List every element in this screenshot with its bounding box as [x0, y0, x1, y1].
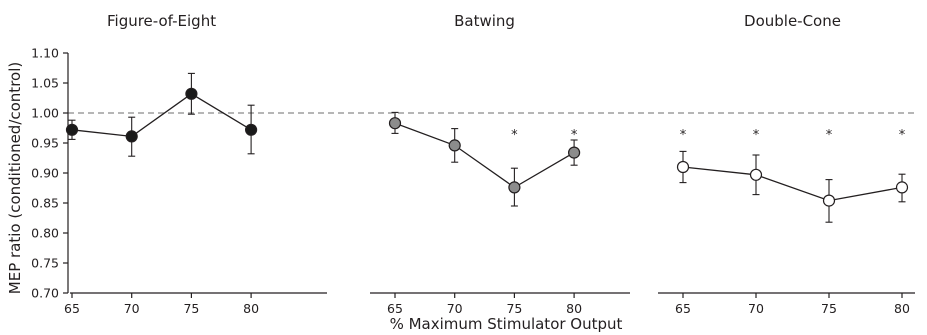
- panel-1-series-line: [71, 93, 252, 138]
- panel-2-point-2: [508, 181, 521, 194]
- panel-3-x-tick-label-2: 75: [821, 301, 837, 316]
- y-tick-label-5: 0.95: [31, 136, 59, 151]
- panel-3-x-tick-label-1: 70: [748, 301, 764, 316]
- panel-3-significance-0: *: [680, 128, 687, 143]
- panel-3-point-1: [749, 168, 763, 181]
- y-tick-label-4: 0.90: [31, 166, 59, 181]
- panel-2-x-tick-label-3: 80: [566, 301, 582, 316]
- y-tick-label-0: 0.70: [31, 286, 59, 301]
- panel-2-x-tick-label-1: 70: [447, 301, 463, 316]
- panel-1-x-tick-label-0: 65: [64, 301, 80, 316]
- panel-3-point-3: [895, 181, 909, 194]
- y-tick-label-8: 1.10: [31, 46, 59, 61]
- y-tick-label-1: 0.75: [31, 256, 59, 271]
- y-tick-label-2: 0.80: [31, 226, 59, 241]
- panel-1-x-tick-label-1: 70: [124, 301, 140, 316]
- panel-1-point-0: [65, 123, 79, 136]
- panel-3-x-tick-label-3: 80: [894, 301, 910, 316]
- panel-3-point-2: [822, 194, 836, 207]
- panel-2-significance-3: *: [571, 128, 578, 143]
- y-tick-label-7: 1.05: [31, 76, 59, 91]
- panel-3-point-0: [676, 160, 690, 174]
- panel-2-x-tick-label-2: 75: [506, 301, 522, 316]
- panel-3-significance-3: *: [899, 128, 906, 143]
- y-axis-title: MEP ratio (conditioned/control): [6, 62, 24, 294]
- panel-3-title: Double-Cone: [744, 12, 841, 30]
- panel-1-title: Figure-of-Eight: [107, 12, 216, 30]
- panel-3-series-line: [682, 166, 903, 202]
- x-axis-title: % Maximum Stimulator Output: [390, 315, 623, 333]
- panel-1-point-3: [245, 123, 258, 136]
- panel-2-point-0: [388, 117, 402, 130]
- panel-1-point-1: [125, 130, 138, 143]
- panel-1-x-tick-label-2: 75: [183, 301, 199, 316]
- panel-2-series-line: [394, 122, 575, 189]
- plot-area: 0.70 0.75 0.80 0.85 0.90 0.95 1.00 1.05 1.10 65 70…: [31, 12, 915, 316]
- panel-2-point-3: [567, 146, 581, 159]
- panel-2-significance-2: *: [511, 128, 518, 143]
- panel-2-point-1: [448, 139, 461, 152]
- panel-3-x-tick-label-0: 65: [675, 301, 691, 316]
- panel-1-point-2: [185, 87, 198, 100]
- panel-3-significance-2: *: [826, 128, 833, 143]
- y-tick-label-3: 0.85: [31, 196, 59, 211]
- panel-2-title: Batwing: [454, 12, 515, 30]
- y-tick-label-6: 1.00: [31, 106, 59, 121]
- panel-2-x-tick-label-0: 65: [387, 301, 403, 316]
- panel-1-x-tick-label-3: 80: [243, 301, 259, 316]
- panel-3-significance-1: *: [753, 128, 760, 143]
